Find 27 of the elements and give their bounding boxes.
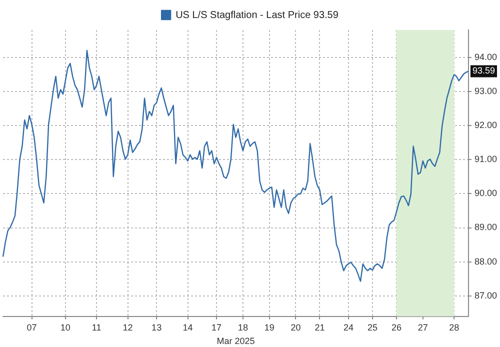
x-tick-label: 24	[344, 322, 354, 332]
y-tick-label: 92.00	[474, 120, 498, 130]
x-tick-label: 27	[418, 322, 428, 332]
y-tick-label: 89.00	[474, 222, 498, 232]
x-tick-label: 12	[122, 322, 133, 332]
y-tick-label: 93.00	[474, 86, 498, 96]
x-tick-label: 19	[264, 322, 274, 332]
x-tick-label: 11	[92, 322, 102, 332]
y-tick-label: 94.00	[474, 52, 498, 62]
x-tick-label: 18	[238, 322, 248, 332]
x-tick-label: 14	[182, 322, 193, 332]
x-tick-label: 07	[26, 322, 37, 332]
x-tick-label: 13	[152, 322, 162, 332]
x-tick-label: 28	[449, 322, 460, 332]
legend-label: US L/S Stagflation - Last Price 93.59	[176, 10, 339, 21]
x-tick-label: 20	[290, 322, 301, 332]
y-tick-label: 87.00	[474, 290, 498, 300]
x-tick-label: 21	[314, 322, 325, 332]
y-tick-label: 88.00	[474, 256, 498, 266]
x-tick-label: 26	[391, 322, 402, 332]
y-tick-label: 90.00	[474, 188, 498, 198]
annotation: 93.59	[472, 66, 496, 76]
x-tick-label: 17	[212, 322, 222, 332]
y-tick-label: 91.00	[474, 154, 498, 164]
x-axis-title: Mar 2025	[216, 336, 255, 346]
x-tick-label: 10	[60, 322, 70, 332]
x-tick-label: 25	[367, 322, 378, 332]
